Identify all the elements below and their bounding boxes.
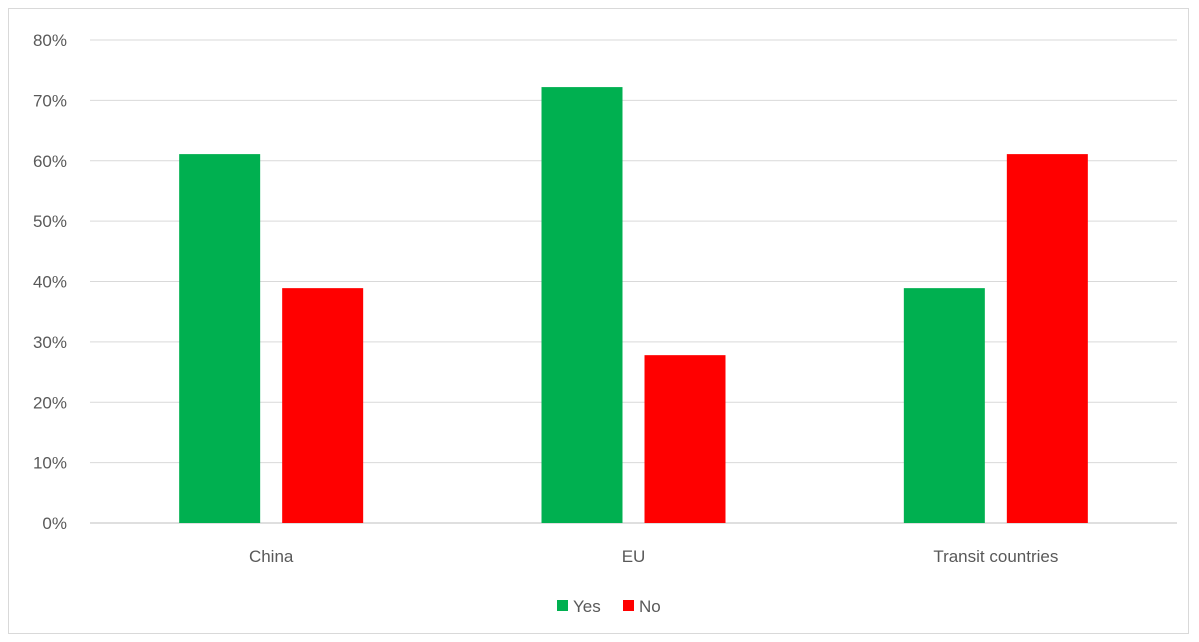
y-tick-label-50: 50% <box>33 212 67 231</box>
legend: Yes No <box>557 597 661 616</box>
bar-no-china <box>282 288 364 523</box>
y-tick-label-10: 10% <box>33 454 67 473</box>
legend-swatch-yes <box>557 600 568 611</box>
bar-no-eu <box>644 355 726 523</box>
y-tick-label-40: 40% <box>33 273 67 292</box>
y-axis-tick-labels: 0% 10% 20% 30% 40% 50% 60% 70% 80% <box>33 31 67 533</box>
gridlines <box>90 39 1177 524</box>
bar-yes-transit-countries <box>903 288 985 523</box>
bar-yes-eu <box>541 87 623 523</box>
bar-yes-china <box>179 154 261 523</box>
x-axis-category-labels: China EU Transit countries <box>249 547 1058 566</box>
y-tick-label-30: 30% <box>33 333 67 352</box>
legend-swatch-no <box>623 600 634 611</box>
y-tick-label-70: 70% <box>33 91 67 110</box>
y-tick-label-80: 80% <box>33 31 67 50</box>
x-category-label-china: China <box>249 547 294 566</box>
x-category-label-eu: EU <box>622 547 646 566</box>
y-tick-label-20: 20% <box>33 393 67 412</box>
bars <box>179 87 1088 523</box>
x-category-label-transit-countries: Transit countries <box>933 547 1058 566</box>
y-tick-label-60: 60% <box>33 152 67 171</box>
bar-no-transit-countries <box>1006 154 1088 523</box>
legend-label-no: No <box>639 597 661 616</box>
y-tick-label-0: 0% <box>42 514 67 533</box>
legend-label-yes: Yes <box>573 597 601 616</box>
